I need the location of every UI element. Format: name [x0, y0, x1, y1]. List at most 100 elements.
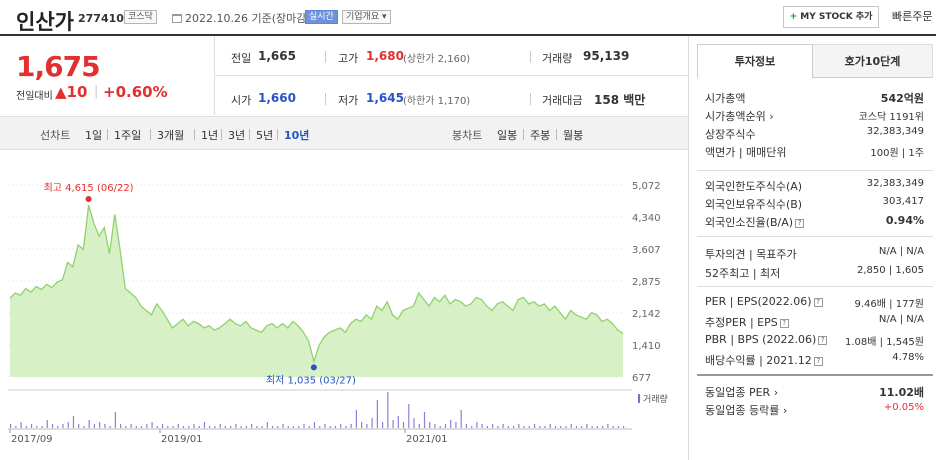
candle-weekly[interactable]: 주봉 [530, 129, 551, 142]
volume-bar [282, 424, 284, 428]
low-value: 1,645 [366, 91, 404, 105]
help-icon[interactable]: ? [813, 297, 823, 307]
period-sep [221, 129, 222, 140]
period-1w[interactable]: 1주일 [114, 129, 142, 142]
period-3m[interactable]: 3개월 [157, 129, 185, 142]
row-pbr-bps: PBR | BPS (2022.06)? 1.08배 | 1,545원 [705, 333, 924, 348]
volume-bar [177, 424, 179, 428]
line-chart-label[interactable]: 선차트 [40, 129, 71, 142]
row-market-cap-rank[interactable]: 시가총액순위 › 코스닥 1191위 [705, 110, 924, 123]
price-chart[interactable]: 5,072 4,340 3,607 2,875 2,142 1,410 677 최고 4,6… [0, 150, 688, 460]
plus-icon: + [789, 12, 798, 22]
volume-bar [334, 426, 337, 428]
change-separator: | [94, 84, 99, 99]
quote-date: 2022.10.26 기준(장마감) [172, 10, 311, 26]
volume-bar [439, 426, 441, 428]
volume-bar [62, 424, 64, 428]
tab-order-book[interactable]: 호가10단계 [813, 44, 933, 78]
volume-bar [387, 392, 389, 428]
row-sector-change[interactable]: 동일업종 등락률 › +0.05% [705, 402, 924, 417]
row-per-eps: PER | EPS(2022.06)? 9.46배 | 177원 [705, 295, 924, 310]
market-badge: 코스닥 [124, 10, 157, 24]
high-value: 1,680 [366, 49, 404, 63]
period-5y[interactable]: 5년 [256, 129, 274, 142]
volume-bar [408, 404, 410, 428]
volume-bar [471, 426, 473, 428]
volume-bar [41, 426, 43, 428]
quick-order-button[interactable]: 빠른주문 ▾ [892, 10, 936, 23]
volume-bar [602, 426, 604, 428]
add-mystock-label: MY STOCK 추가 [800, 12, 873, 22]
period-1d[interactable]: 1일 [85, 129, 103, 142]
help-icon[interactable]: ? [779, 318, 789, 328]
volume-bar [303, 424, 305, 428]
volume-bar [256, 426, 258, 428]
volume-bar [30, 424, 33, 428]
volume-bar [413, 418, 415, 428]
volume-bar [549, 424, 551, 428]
row-foreign-limit: 외국인한도주식수(A) 32,383,349 [705, 178, 924, 193]
stock-code: 277410 [78, 12, 124, 25]
panel-rule [697, 374, 933, 376]
row-par-value: 액면가 | 매매단위 100원 | 1주 [705, 146, 924, 159]
volume-bar [623, 426, 625, 428]
x-tick-label: 2021/01 [406, 434, 448, 445]
trade-amount-value: 158 백만 [594, 93, 646, 107]
row-sector-per[interactable]: 동일업종 PER › 11.02배 [705, 386, 924, 399]
row-listed-shares: 상장주식수 32,383,349 [705, 126, 924, 141]
volume-bar [492, 424, 494, 428]
help-icon[interactable]: ? [813, 356, 823, 366]
realtime-badge[interactable]: 실시간 [305, 10, 338, 24]
volume-bar [497, 426, 499, 428]
current-price: 1,675 [16, 50, 101, 83]
tab-invest-info[interactable]: 투자정보 [697, 44, 813, 78]
volume-bar [570, 424, 572, 428]
volume-bar [156, 426, 158, 428]
volume-bar [455, 422, 457, 428]
volume-bar [465, 424, 468, 428]
volume-bar [140, 426, 143, 428]
volume-bar [444, 424, 447, 428]
volume-bar [460, 410, 462, 428]
volume-bar [376, 400, 378, 428]
add-mystock-button[interactable]: + MY STOCK 추가 [783, 6, 879, 28]
volume-bar [261, 426, 263, 428]
candle-chart-label[interactable]: 봉차트 [452, 129, 483, 142]
volume-bar [575, 426, 578, 428]
row-foreign-ratio: 외국인소진율(B/A)? 0.94% [705, 214, 924, 229]
volume-bar [481, 424, 483, 428]
volume-bar [402, 422, 405, 428]
help-icon[interactable]: ? [818, 335, 828, 345]
period-sep [277, 129, 278, 140]
row-foreign-holding: 외국인보유주식수(B) 303,417 [705, 196, 924, 211]
volume-bar [188, 426, 190, 428]
help-icon[interactable]: ? [795, 218, 805, 228]
company-overview-button[interactable]: 기업개요 ▾ [342, 10, 391, 24]
period-1y[interactable]: 1년 [201, 129, 219, 142]
period-10y[interactable]: 10년 [284, 129, 310, 142]
change-amount: ▲10 [55, 83, 88, 101]
y-tick-label: 2,142 [632, 309, 661, 320]
volume-bar [109, 426, 111, 428]
price-area [10, 205, 623, 377]
candle-monthly[interactable]: 월봉 [563, 129, 584, 142]
volume-bar [198, 426, 200, 428]
row-market-cap: 시가총액 542억원 [705, 92, 924, 105]
volume-bar [125, 426, 127, 428]
low-marker [310, 364, 317, 371]
volume-bar [266, 422, 268, 428]
volume-bar [381, 422, 384, 428]
volume-bar [539, 426, 541, 428]
stock-name: 인산가 [16, 10, 74, 34]
volume-bar [114, 412, 116, 428]
candle-daily[interactable]: 일봉 [497, 129, 518, 142]
period-3y[interactable]: 3년 [228, 129, 246, 142]
volume-bar [167, 426, 169, 428]
volume-bar [518, 424, 520, 428]
volume-bar [434, 424, 436, 428]
volume-bar [528, 426, 530, 428]
quote-row-divider [214, 75, 688, 76]
y-tick-label: 5,072 [632, 181, 661, 192]
volume-bar [219, 424, 221, 428]
upper-limit: (상한가 2,160) [403, 54, 471, 65]
